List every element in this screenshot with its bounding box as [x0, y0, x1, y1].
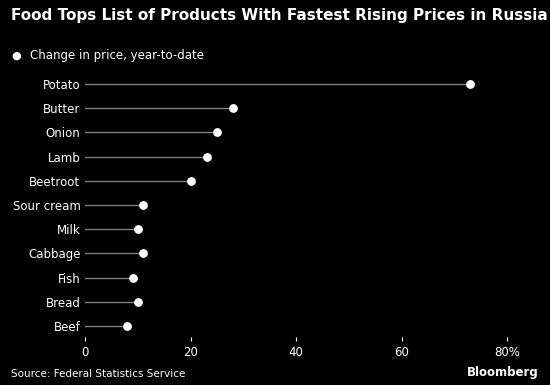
Text: ●: ● [11, 51, 21, 61]
Point [213, 129, 222, 136]
Point [139, 250, 147, 256]
Text: Food Tops List of Products With Fastest Rising Prices in Russia: Food Tops List of Products With Fastest … [11, 8, 548, 23]
Point [139, 202, 147, 208]
Point [228, 105, 237, 111]
Point [123, 323, 132, 329]
Point [186, 178, 195, 184]
Point [466, 81, 475, 87]
Point [134, 299, 142, 305]
Point [134, 226, 142, 232]
Text: Source: Federal Statistics Service: Source: Federal Statistics Service [11, 369, 185, 379]
Text: Bloomberg: Bloomberg [468, 366, 539, 379]
Text: Change in price, year-to-date: Change in price, year-to-date [30, 49, 204, 62]
Point [202, 154, 211, 160]
Point [128, 275, 137, 281]
